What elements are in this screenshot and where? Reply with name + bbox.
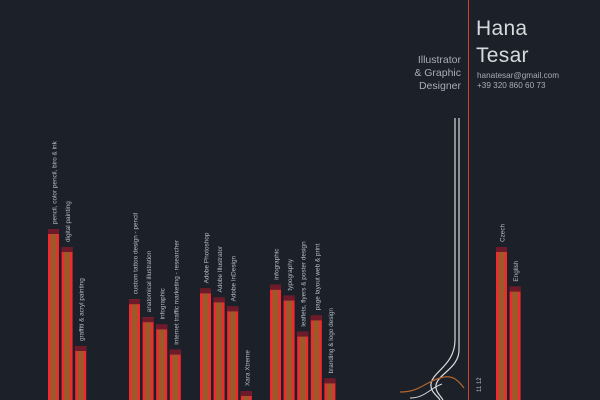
last-name: Tesar xyxy=(476,44,529,67)
skill-bar-cap xyxy=(310,315,322,321)
skill-bar-inner xyxy=(172,354,179,400)
timeline-curve-light-3 xyxy=(409,383,443,399)
accent-divider xyxy=(468,0,469,400)
timeline-curve-light-2 xyxy=(435,118,460,400)
skill-label: branding & logo design xyxy=(328,308,335,374)
skill-bar-inner xyxy=(313,320,320,400)
skill-label: leaflets, flyers & poster design xyxy=(301,241,308,327)
skill-label: internet traffic marketing - researcher xyxy=(173,239,180,345)
first-name: Hana xyxy=(476,17,528,40)
skill-label: infographic xyxy=(160,287,167,319)
skill-bar-inner xyxy=(272,289,279,400)
skill-bar-cap xyxy=(75,346,87,351)
skill-label: custom tattoo design - pencil xyxy=(133,213,140,294)
skill-bar-inner xyxy=(243,396,250,400)
skill-label: page layout web & print xyxy=(314,243,321,310)
skill-label: Adobe Illustrator xyxy=(217,245,224,292)
skill-bar-inner xyxy=(512,291,519,400)
skill-bar-cap xyxy=(129,299,140,305)
skill-label: English xyxy=(513,260,520,281)
skill-label: Adobe InDesign xyxy=(231,255,238,301)
skill-bar-inner xyxy=(202,293,209,400)
skill-bar-cap xyxy=(509,286,521,292)
role-line-1: Illustrator xyxy=(417,54,461,66)
skill-bar-cap xyxy=(240,391,252,396)
skill-label: Adobe Photoshop xyxy=(204,232,211,283)
skill-bar-cap xyxy=(283,295,295,301)
skill-bar-cap xyxy=(156,324,168,330)
skill-label: graffiti & acryl painting xyxy=(79,278,86,341)
phone-number: +39 320 860 60 73 xyxy=(477,81,546,90)
skill-bar-inner xyxy=(77,351,84,400)
skill-label: Xara Xtreme xyxy=(244,350,251,386)
skill-bar-cap xyxy=(213,297,225,303)
skill-bar-inner xyxy=(64,252,71,400)
skill-bar-inner xyxy=(229,311,236,400)
skill-bar-cap xyxy=(270,284,281,290)
side-label: 11 12 xyxy=(477,377,483,392)
skill-bar-cap xyxy=(169,349,181,355)
skill-bar-cap xyxy=(324,378,336,384)
skill-bar-inner xyxy=(286,300,293,400)
skill-bar-cap xyxy=(61,247,73,252)
role-line-2: & Graphic xyxy=(414,67,461,79)
skill-label: digital painting xyxy=(65,201,72,242)
skill-bar-cap xyxy=(297,331,309,337)
skill-bar-cap xyxy=(200,288,211,294)
skill-label: anatomical illustration xyxy=(146,250,153,312)
skill-bar-inner xyxy=(50,234,57,400)
skill-label: typography xyxy=(287,258,294,290)
role-line-3: Designer xyxy=(418,80,461,92)
timeline-curves xyxy=(399,118,465,400)
skill-bar-cap xyxy=(142,317,154,323)
skill-bar-inner xyxy=(145,322,152,400)
skill-bar-inner xyxy=(299,336,306,400)
skill-bar-inner xyxy=(498,252,505,400)
skill-bar-inner xyxy=(326,383,333,400)
skill-bar-cap xyxy=(48,229,59,234)
email-link[interactable]: hanatesar@gmail.com xyxy=(477,71,560,80)
timeline-curve-light xyxy=(430,118,456,400)
skill-bar-cap xyxy=(227,306,239,312)
skill-label: Czech xyxy=(500,223,507,242)
skill-label: infographic xyxy=(274,248,281,280)
timeline-curve-orange xyxy=(399,376,465,393)
skill-bar-cap xyxy=(496,247,507,252)
skill-bar-inner xyxy=(131,304,138,400)
skill-bar-inner xyxy=(158,329,165,400)
skill-label: pencil, color pencil, biro & ink xyxy=(52,140,59,224)
skill-bar-inner xyxy=(216,302,223,400)
